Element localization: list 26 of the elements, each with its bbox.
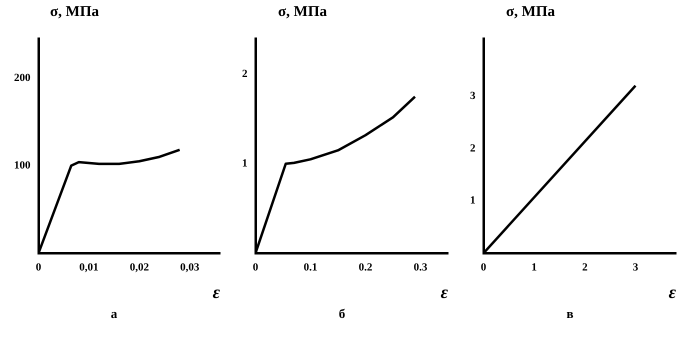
text: а [110, 306, 118, 322]
y-axis-title: σ, МПа [506, 4, 555, 21]
x-tick-label: 0,01 [79, 262, 99, 274]
y-tick-label: 1 [470, 194, 476, 207]
y-tick-label: 3 [470, 90, 476, 102]
x-tick-label: 0.2 [358, 262, 373, 274]
x-tick-label: 2 [582, 262, 588, 274]
y-axis-title: σ, МПа [50, 4, 99, 21]
x-tick-label: 0 [36, 262, 42, 274]
y-tick-label: 200 [14, 72, 31, 84]
text: в [565, 306, 575, 322]
x-tick-label: 0,02 [130, 262, 150, 274]
x-axis-title: ε [668, 282, 677, 302]
y-tick-label: 100 [14, 159, 31, 172]
x-tick-label: 0.3 [414, 262, 428, 274]
x-tick-label: 0,03 [180, 262, 200, 274]
y-tick-label: 2 [470, 142, 476, 154]
x-tick-label: 3 [632, 262, 639, 274]
text: б [338, 306, 346, 322]
x-axis-title: ε [440, 282, 449, 302]
x-tick-label: 0.1 [304, 262, 318, 274]
x-axis-title: ε [212, 282, 221, 302]
x-tick-label: 0 [480, 262, 487, 274]
x-tick-label: 0 [252, 262, 259, 274]
y-axis-title: σ, МПа [278, 4, 327, 21]
x-tick-label: 1 [531, 262, 537, 274]
